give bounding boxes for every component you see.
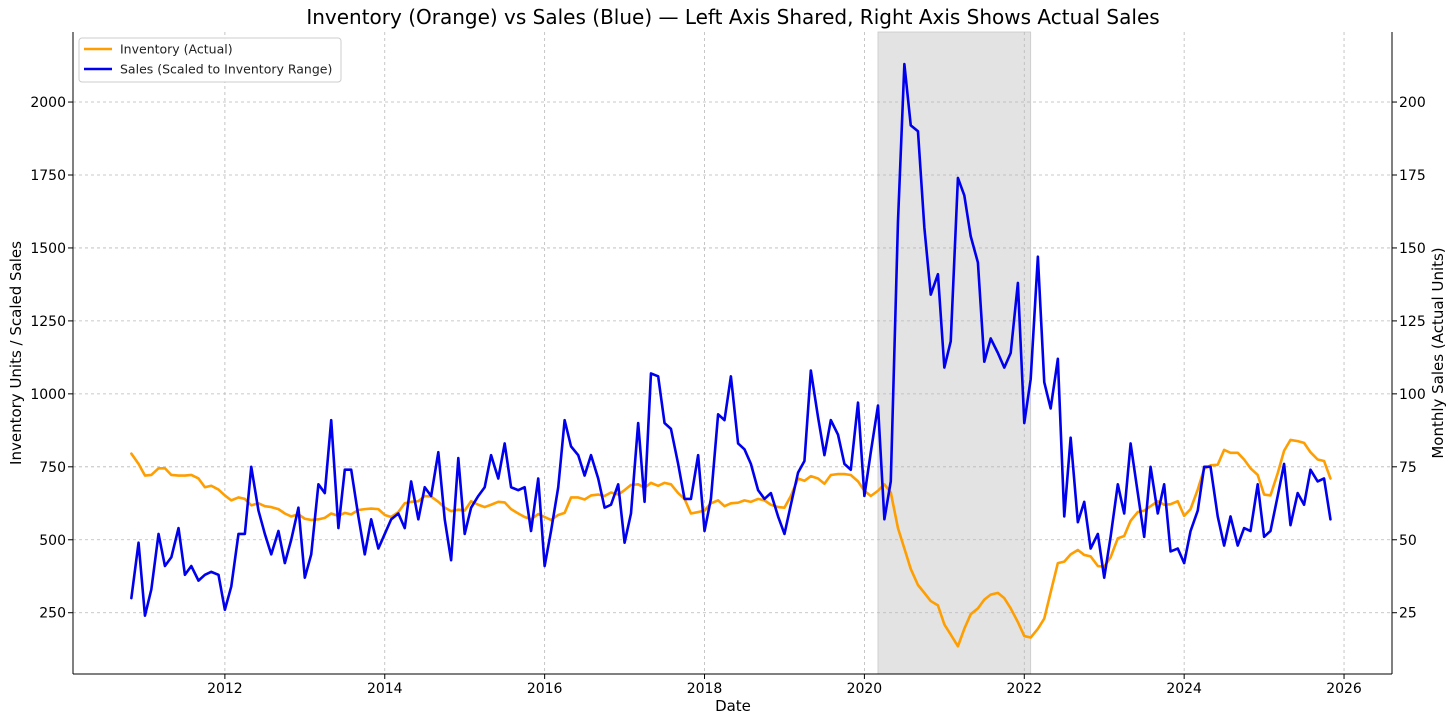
chart-title: Inventory (Orange) vs Sales (Blue) — Lef… [306, 5, 1159, 29]
plot-area: 2012 2014 2016 2018 2020 2022 2024 2026 250 500 75… [30, 31, 1426, 697]
shaded-region [877, 31, 1032, 675]
legend: Inventory (Actual) Sales (Scaled to Inven… [78, 37, 342, 83]
y-tick-label: 1000 [30, 387, 66, 403]
y-tick-label: 500 [39, 533, 66, 549]
x-tick-label: 2012 [207, 681, 243, 697]
x-tick-label: 2020 [847, 681, 883, 697]
y-axis-title: Inventory Units / Scaled Sales [7, 241, 25, 465]
y-tick-label: 2000 [30, 95, 66, 111]
x-tick-label: 2016 [527, 681, 563, 697]
x-tick-label: 2018 [687, 681, 723, 697]
y2-tick-label: 175 [1399, 168, 1426, 184]
sales-line [130, 62, 1332, 617]
x-tick-label: 2026 [1326, 681, 1362, 697]
inventory-line [130, 438, 1332, 648]
y2-tick-label: 125 [1399, 314, 1426, 330]
legend-label-sales: Sales (Scaled to Inventory Range) [120, 62, 332, 77]
x-axis-title: Date [715, 697, 751, 715]
y-tick-label: 1750 [30, 168, 66, 184]
y-tick-label: 750 [39, 460, 66, 476]
x-tick-label: 2014 [367, 681, 403, 697]
y2-tick-label: 200 [1399, 95, 1426, 111]
x-tick-label: 2024 [1166, 681, 1202, 697]
x-tick-label: 2022 [1006, 681, 1042, 697]
y2-tick-label: 100 [1399, 387, 1426, 403]
y-tick-label: 1500 [30, 241, 66, 257]
y2-tick-label: 150 [1399, 241, 1426, 257]
legend-box [78, 37, 342, 83]
legend-label-inventory: Inventory (Actual) [120, 42, 233, 57]
y2-tick-label: 50 [1399, 533, 1417, 549]
y2-tick-label: 75 [1399, 460, 1417, 476]
y-tick-label: 250 [39, 606, 66, 622]
y-tick-label: 1250 [30, 314, 66, 330]
y2-axis-title: Monthly Sales (Actual Units) [1429, 247, 1447, 458]
y2-tick-label: 25 [1399, 606, 1417, 622]
